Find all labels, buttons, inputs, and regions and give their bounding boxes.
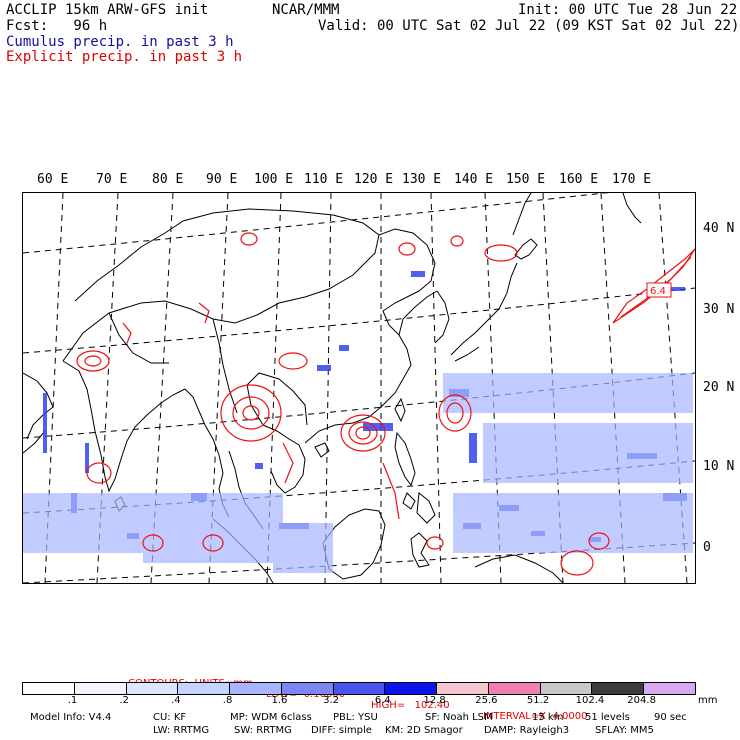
lon-label: 70 E: [96, 172, 128, 187]
colorbar-swatch: [385, 683, 438, 694]
colorbar-swatch: [437, 683, 489, 694]
coastlines: [23, 193, 642, 583]
lon-label: 130 E: [402, 172, 442, 187]
precip-map: 6.4: [22, 192, 696, 584]
lon-label: 160 E: [559, 172, 599, 187]
lon-label: 60 E: [37, 172, 69, 187]
lat-label: 40 N: [703, 221, 735, 236]
sw-scheme: SW: RRTMG: [234, 725, 292, 736]
colorbar-tick-label: .4: [171, 695, 181, 706]
colorbar: [22, 682, 696, 695]
colorbar-tick-label: 6.4: [374, 695, 391, 706]
lw-scheme: LW: RRTMG: [153, 725, 210, 736]
institution-label: NCAR/MMM: [272, 2, 340, 18]
contour-high: HIGH= 102.40: [371, 700, 450, 711]
colorbar-swatch: [281, 683, 334, 694]
colorbar-swatch: [540, 683, 593, 694]
resolution: 15 km: [532, 712, 564, 723]
diff-scheme: DIFF: simple: [311, 725, 372, 736]
valid-time: Valid: 00 UTC Sat 02 Jul 22 (09 KST Sat …: [318, 18, 740, 34]
max-label: 6.4: [650, 286, 666, 297]
colorbar-tick-label: .2: [119, 695, 129, 706]
model-info: Model Info: V4.4: [30, 712, 112, 723]
colorbar-tick-label: 12.8: [423, 695, 446, 706]
colorbar-swatch: [23, 683, 75, 694]
colorbar-swatch: [230, 683, 282, 694]
km-scheme: KM: 2D Smagor: [385, 725, 463, 736]
colorbar-units: mm: [698, 695, 718, 706]
max-label-box: [646, 282, 672, 298]
lon-label: 100 E: [254, 172, 294, 187]
lat-label: 30 N: [703, 302, 735, 317]
lon-label: 90 E: [206, 172, 238, 187]
colorbar-tick-label: 51.2: [526, 695, 550, 706]
colorbar-tick-label: 102.4: [575, 695, 605, 706]
lat-label: 0: [703, 540, 711, 555]
legend-cumulus: Cumulus precip. in past 3 h: [6, 34, 234, 50]
colorbar-tick-label: 25.6: [475, 695, 498, 706]
cu-scheme: CU: KF: [153, 712, 187, 723]
colorbar-swatch: [333, 683, 386, 694]
lat-label: 20 N: [703, 380, 735, 395]
sf-scheme: SF: Noah LSM: [425, 712, 493, 723]
timestep: 90 sec: [654, 712, 687, 723]
cumulus-light: [23, 373, 693, 573]
lon-label: 120 E: [354, 172, 394, 187]
model-title: ACCLIP 15km ARW-GFS init: [6, 2, 209, 18]
legend-explicit: Explicit precip. in past 3 h: [6, 49, 243, 65]
graticule: [23, 193, 695, 583]
colorbar-swatch: [74, 683, 127, 694]
contour-interval: INTERVAL=X 4.0000: [483, 711, 588, 722]
mp-scheme: MP: WDM 6class: [230, 712, 312, 723]
colorbar-swatch: [488, 683, 541, 694]
lon-label: 140 E: [454, 172, 494, 187]
colorbar-swatch: [126, 683, 179, 694]
levels: 51 levels: [585, 712, 630, 723]
colorbar-swatch: [644, 683, 695, 694]
lon-label: 80 E: [152, 172, 184, 187]
colorbar-tick-label: .8: [222, 695, 233, 706]
lon-label: 110 E: [304, 172, 344, 187]
colorbar-tick-label: 1.6: [271, 695, 288, 706]
colorbar-swatch: [178, 683, 231, 694]
colorbar-swatch: [592, 683, 645, 694]
damp-scheme: DAMP: Rayleigh3: [484, 725, 570, 736]
colorbar-tick-label: .1: [67, 695, 78, 706]
lon-label: 170 E: [612, 172, 652, 187]
pbl-scheme: PBL: YSU: [333, 712, 378, 723]
explicit-precip: [76, 232, 695, 576]
lon-label: 150 E: [506, 172, 546, 187]
colorbar-tick-label: 3.2: [323, 695, 340, 706]
sflay-scheme: SFLAY: MM5: [595, 725, 654, 736]
init-time: Init: 00 UTC Tue 28 Jun 22: [518, 2, 738, 18]
forecast-hour: Fcst: 96 h: [6, 18, 108, 34]
lat-label: 10 N: [703, 459, 735, 474]
colorbar-tick-label: 204.8: [627, 695, 656, 706]
